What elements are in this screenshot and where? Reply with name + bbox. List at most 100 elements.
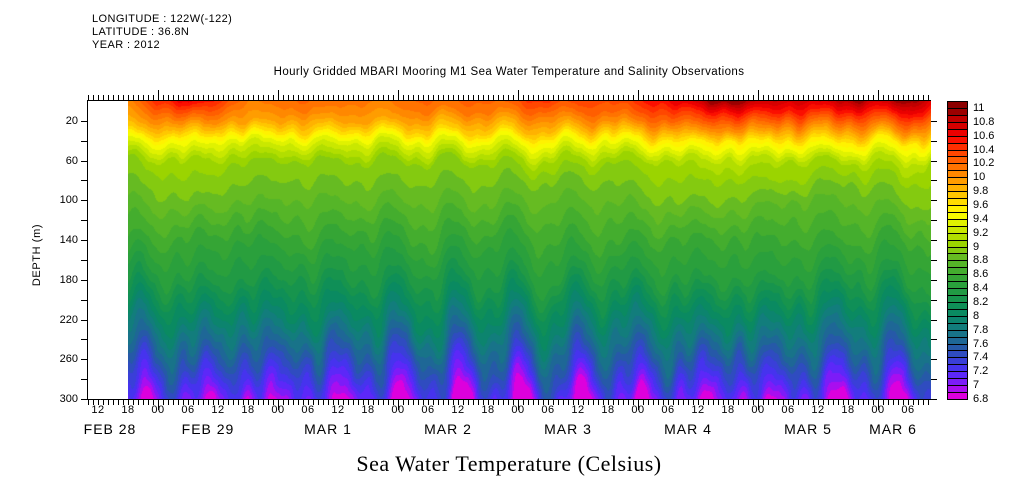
colorbar-label: 10.6 [973, 129, 995, 142]
x-tick [828, 95, 829, 100]
x-tick [358, 400, 359, 405]
colorbar-label: 8.6 [973, 268, 989, 281]
x-tick [868, 95, 869, 100]
x-hour-label: 06 [421, 404, 435, 416]
x-hour-label: 06 [661, 404, 675, 416]
x-tick [398, 400, 399, 410]
x-tick [343, 400, 344, 405]
x-tick [918, 400, 919, 405]
x-tick [463, 400, 464, 405]
y-tick [81, 339, 87, 340]
x-tick [273, 95, 274, 100]
x-tick [98, 95, 99, 100]
y-tick [931, 220, 937, 221]
x-tick [393, 95, 394, 100]
x-tick [423, 400, 424, 405]
y-tick-label: 220 [59, 314, 78, 326]
x-hour-label: 18 [121, 404, 135, 416]
x-tick [468, 95, 469, 100]
x-tick [293, 400, 294, 405]
x-tick [263, 400, 264, 405]
x-tick [763, 400, 764, 405]
colorbar-label: 7.2 [973, 365, 989, 378]
x-tick [328, 400, 329, 405]
x-tick [413, 95, 414, 100]
y-tick-label: 100 [59, 194, 78, 206]
x-tick [283, 95, 284, 100]
y-tick [931, 399, 937, 400]
x-tick [548, 400, 549, 405]
x-tick [833, 95, 834, 100]
x-tick [348, 400, 349, 405]
x-tick [408, 95, 409, 100]
x-tick [253, 95, 254, 100]
x-tick [253, 400, 254, 405]
x-tick [388, 95, 389, 100]
x-tick [803, 400, 804, 405]
x-tick [793, 400, 794, 405]
x-tick [643, 400, 644, 405]
x-tick [683, 95, 684, 100]
x-tick [488, 95, 489, 100]
x-tick [558, 400, 559, 405]
x-tick [553, 95, 554, 100]
x-tick [428, 95, 429, 100]
x-tick [643, 95, 644, 100]
x-tick [138, 400, 139, 405]
y-tick-label: 140 [59, 234, 78, 246]
x-tick [528, 400, 529, 405]
y-tick-label: 60 [65, 155, 78, 167]
x-tick [928, 400, 929, 405]
x-tick [368, 400, 369, 405]
x-tick [898, 400, 899, 405]
x-hour-label: 06 [301, 404, 315, 416]
x-tick [768, 95, 769, 100]
x-hour-label: 18 [721, 404, 735, 416]
x-tick [158, 90, 159, 100]
x-tick [708, 95, 709, 100]
x-tick [188, 400, 189, 405]
x-tick [848, 95, 849, 100]
x-tick [238, 95, 239, 100]
x-tick [303, 400, 304, 405]
x-tick [238, 400, 239, 405]
x-hour-label: 18 [241, 404, 255, 416]
x-hour-label: 12 [331, 404, 345, 416]
colorbar-label: 7.8 [973, 323, 989, 336]
header-year: YEAR : 2012 [92, 39, 160, 51]
x-tick [148, 95, 149, 100]
x-date-label: MAR 3 [544, 421, 592, 437]
x-tick [718, 95, 719, 100]
x-tick [488, 400, 489, 405]
x-tick [313, 95, 314, 100]
x-tick [863, 95, 864, 100]
x-tick [263, 95, 264, 100]
x-tick [468, 400, 469, 405]
x-tick [538, 95, 539, 100]
x-tick [128, 95, 129, 100]
x-tick [563, 400, 564, 405]
x-tick [748, 95, 749, 100]
x-tick [323, 95, 324, 100]
x-tick [448, 400, 449, 405]
x-tick [828, 400, 829, 405]
x-hour-label: 12 [451, 404, 465, 416]
y-tick [81, 200, 87, 201]
x-tick [918, 95, 919, 100]
x-tick [183, 95, 184, 100]
x-date-label: MAR 2 [424, 421, 472, 437]
y-tick [81, 240, 87, 241]
x-tick [688, 95, 689, 100]
x-tick [203, 95, 204, 100]
x-tick [418, 95, 419, 100]
x-tick [273, 400, 274, 405]
x-tick [673, 400, 674, 405]
x-tick [208, 400, 209, 405]
x-hour-label: 12 [91, 404, 105, 416]
x-tick [758, 90, 759, 100]
x-tick [913, 95, 914, 100]
y-tick [931, 339, 937, 340]
x-tick [223, 400, 224, 405]
x-tick [618, 400, 619, 405]
x-tick [638, 400, 639, 410]
